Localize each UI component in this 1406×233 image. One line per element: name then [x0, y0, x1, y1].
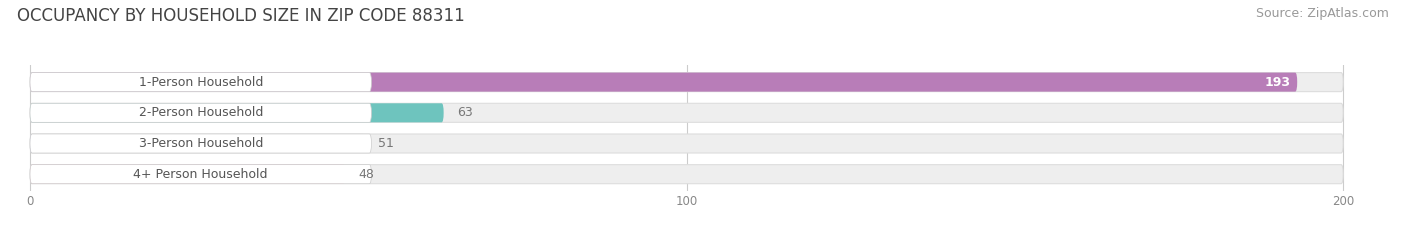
Text: 1-Person Household: 1-Person Household: [139, 76, 263, 89]
FancyBboxPatch shape: [30, 134, 366, 153]
FancyBboxPatch shape: [30, 103, 444, 122]
Text: 51: 51: [378, 137, 394, 150]
Text: 3-Person Household: 3-Person Household: [139, 137, 263, 150]
Text: 4+ Person Household: 4+ Person Household: [134, 168, 269, 181]
Text: 63: 63: [457, 106, 472, 119]
FancyBboxPatch shape: [30, 165, 344, 184]
FancyBboxPatch shape: [30, 103, 1343, 122]
FancyBboxPatch shape: [30, 165, 371, 184]
Text: 2-Person Household: 2-Person Household: [139, 106, 263, 119]
Text: Source: ZipAtlas.com: Source: ZipAtlas.com: [1256, 7, 1389, 20]
FancyBboxPatch shape: [30, 103, 371, 122]
FancyBboxPatch shape: [30, 73, 1298, 92]
FancyBboxPatch shape: [30, 134, 1343, 153]
FancyBboxPatch shape: [30, 73, 371, 92]
Text: OCCUPANCY BY HOUSEHOLD SIZE IN ZIP CODE 88311: OCCUPANCY BY HOUSEHOLD SIZE IN ZIP CODE …: [17, 7, 464, 25]
FancyBboxPatch shape: [30, 73, 1343, 92]
Text: 193: 193: [1264, 76, 1291, 89]
Text: 48: 48: [359, 168, 374, 181]
FancyBboxPatch shape: [30, 165, 1343, 184]
FancyBboxPatch shape: [30, 134, 371, 153]
